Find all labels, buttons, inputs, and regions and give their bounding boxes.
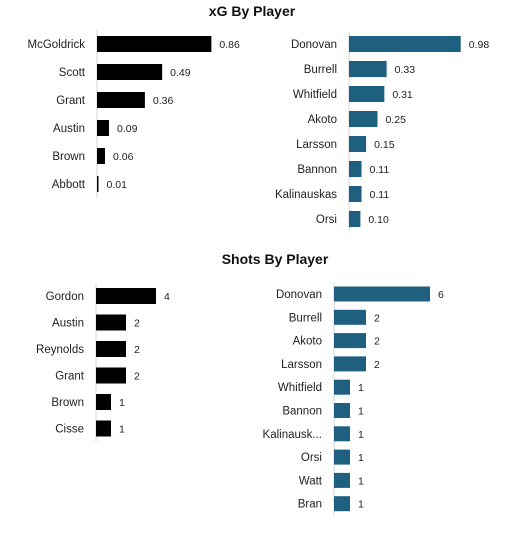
chart-1-panel-0: Gordon 4 Austin 2 Reynolds 2 Grant 2 Brown 1 Cisse… bbox=[36, 282, 170, 442]
data-label: 0.25 bbox=[386, 114, 407, 126]
category-label: Whitfield bbox=[293, 89, 337, 101]
category-label: Bran bbox=[298, 499, 322, 511]
bar bbox=[97, 64, 163, 80]
data-label: 1 bbox=[358, 429, 364, 441]
category-label: Orsi bbox=[301, 452, 322, 464]
bar bbox=[334, 333, 366, 349]
category-label: Cisse bbox=[55, 424, 84, 436]
data-label: 2 bbox=[374, 336, 380, 348]
bar bbox=[334, 472, 350, 488]
bar bbox=[334, 403, 350, 418]
data-label: 6 bbox=[438, 289, 444, 301]
bar bbox=[334, 496, 350, 512]
category-label: Austin bbox=[53, 123, 85, 135]
data-label: 0.36 bbox=[153, 95, 174, 107]
bar bbox=[97, 120, 109, 136]
bar bbox=[349, 136, 367, 152]
category-label: Whitfield bbox=[278, 382, 322, 394]
shots-chart-title: Shots By Player bbox=[222, 251, 329, 267]
bar bbox=[96, 394, 111, 410]
data-label: 1 bbox=[358, 406, 364, 418]
bar bbox=[96, 367, 126, 384]
bar bbox=[97, 176, 99, 192]
data-label: 0.01 bbox=[107, 179, 128, 191]
data-label: 0.86 bbox=[219, 39, 240, 51]
data-label: 4 bbox=[164, 291, 170, 303]
category-label: Burrell bbox=[289, 312, 322, 324]
bar bbox=[97, 148, 105, 164]
category-label: Grant bbox=[55, 371, 85, 383]
bar bbox=[349, 186, 362, 202]
data-label: 2 bbox=[374, 312, 380, 324]
bar bbox=[96, 420, 111, 437]
bar bbox=[334, 379, 350, 395]
category-label: Brown bbox=[52, 151, 85, 163]
category-label: Orsi bbox=[316, 214, 337, 226]
data-label: 1 bbox=[119, 397, 125, 409]
category-label: Akoto bbox=[293, 336, 322, 348]
data-label: 0.10 bbox=[368, 214, 389, 226]
category-label: McGoldrick bbox=[27, 39, 85, 51]
data-label: 0.11 bbox=[370, 189, 390, 201]
bar bbox=[97, 36, 212, 52]
category-label: Abbott bbox=[52, 179, 86, 191]
data-label: 0.11 bbox=[370, 164, 390, 176]
category-label: Reynolds bbox=[36, 344, 84, 356]
category-label: Grant bbox=[56, 95, 86, 107]
bar bbox=[349, 211, 361, 227]
bar bbox=[349, 36, 461, 52]
data-label: 1 bbox=[119, 424, 125, 436]
data-label: 0.49 bbox=[170, 67, 191, 79]
chart-1-panel-1: Donovan 6 Burrell 2 Akoto 2 Larsson 2 Whitfield 1… bbox=[263, 282, 444, 516]
category-label: Donovan bbox=[291, 39, 337, 51]
category-label: Burrell bbox=[304, 64, 337, 76]
data-label: 2 bbox=[134, 344, 140, 356]
category-label: Bannon bbox=[297, 164, 337, 176]
category-label: Donovan bbox=[276, 289, 322, 301]
data-label: 0.15 bbox=[374, 139, 395, 151]
data-label: 1 bbox=[358, 475, 364, 487]
data-label: 1 bbox=[358, 499, 364, 511]
category-label: Gordon bbox=[46, 291, 84, 303]
bar bbox=[96, 288, 156, 304]
bar bbox=[349, 111, 378, 127]
category-label: Kalinausk... bbox=[263, 429, 322, 441]
category-label: Larsson bbox=[296, 139, 337, 151]
data-label: 0.31 bbox=[392, 89, 413, 101]
category-label: Austin bbox=[52, 318, 84, 330]
bar bbox=[334, 426, 350, 442]
category-label: Scott bbox=[59, 67, 86, 79]
category-label: Watt bbox=[299, 475, 323, 487]
bar bbox=[334, 309, 366, 325]
bar bbox=[349, 86, 385, 102]
data-label: 0.98 bbox=[469, 39, 490, 51]
category-label: Kalinauskas bbox=[275, 189, 337, 201]
category-label: Brown bbox=[51, 397, 84, 409]
bar bbox=[349, 61, 387, 77]
xg-chart-title: xG By Player bbox=[209, 3, 296, 19]
bar bbox=[96, 314, 126, 331]
data-label: 0.33 bbox=[395, 64, 416, 76]
data-label: 1 bbox=[358, 382, 364, 394]
chart-panels: McGoldrick 0.86 Scott 0.49 Grant 0.36 Austin 0.… bbox=[27, 30, 490, 516]
data-label: 2 bbox=[134, 371, 140, 383]
data-label: 0.06 bbox=[113, 151, 134, 163]
data-label: 1 bbox=[358, 452, 364, 464]
data-label: 0.09 bbox=[117, 123, 138, 135]
category-label: Larsson bbox=[281, 359, 322, 371]
bar bbox=[334, 356, 366, 372]
bar bbox=[334, 286, 430, 302]
bar bbox=[349, 161, 362, 177]
category-label: Akoto bbox=[308, 114, 337, 126]
bar bbox=[97, 92, 145, 108]
bar bbox=[96, 341, 126, 357]
chart-0-panel-0: McGoldrick 0.86 Scott 0.49 Grant 0.36 Austin 0.… bbox=[27, 30, 240, 198]
category-label: Bannon bbox=[282, 406, 322, 418]
bar bbox=[334, 449, 350, 465]
chart-0-panel-1: Donovan 0.98 Burrell 0.33 Whitfield 0.31 Akoto… bbox=[275, 31, 490, 232]
data-label: 2 bbox=[374, 359, 380, 371]
data-label: 2 bbox=[134, 318, 140, 330]
